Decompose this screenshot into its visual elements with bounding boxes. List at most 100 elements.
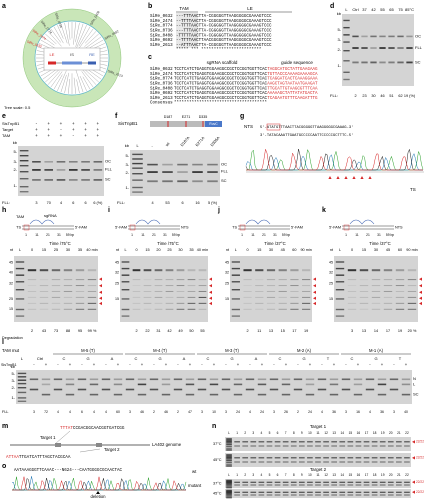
label: M-5 (T) (81, 348, 95, 353)
gel-band (339, 484, 346, 486)
gel-band (258, 457, 265, 459)
label: 30 (66, 248, 70, 252)
panel-label: e (2, 113, 6, 120)
gel-band (255, 269, 264, 272)
label: 15 (225, 297, 229, 301)
label: 21 (46, 233, 50, 237)
gel-band (315, 445, 321, 447)
arrowhead (209, 284, 212, 288)
label: 11 (141, 233, 145, 237)
gel-band (233, 383, 243, 386)
label: 59 bp (282, 233, 290, 237)
gel-band (371, 441, 378, 443)
label: - (73, 133, 75, 138)
label: 1- (11, 395, 15, 400)
panel-label: d (330, 3, 334, 10)
gel-band (63, 285, 73, 287)
gel-band (347, 494, 354, 496)
label: 15 (362, 248, 366, 252)
label: 0 (135, 248, 137, 252)
gel-band (63, 290, 73, 292)
gel-band (245, 388, 255, 391)
gel-band (387, 445, 394, 447)
gel-band (27, 285, 37, 287)
label: 2 (177, 410, 179, 414)
gel-band (63, 308, 73, 310)
gel-band (192, 180, 203, 183)
gel-band (226, 438, 232, 440)
taxon-label: SiRe_0692 (104, 29, 120, 40)
gel-band (343, 60, 350, 62)
gel-band (307, 457, 313, 459)
label: + (69, 362, 72, 367)
gel-band (397, 61, 404, 64)
gel-band (302, 269, 311, 272)
label: NTS (395, 226, 403, 230)
label: 20 (389, 473, 393, 477)
line (45, 33, 57, 45)
gel-band (278, 285, 287, 287)
label: 12 (324, 473, 328, 477)
label: 30 (374, 248, 378, 252)
gel-band (305, 393, 315, 396)
gel-band (396, 461, 402, 463)
label: + (117, 362, 120, 367)
gel-band (87, 296, 97, 298)
label: Time /75°C (157, 241, 178, 246)
gel-band (234, 461, 240, 463)
gel-band (406, 35, 413, 38)
label: C (135, 356, 138, 361)
label: RuvC (209, 122, 218, 126)
gel-band (147, 171, 158, 173)
gel-band (198, 279, 207, 281)
gel-band (39, 296, 49, 298)
gel-band (266, 484, 273, 486)
label: + (357, 362, 360, 367)
gel-band (32, 161, 41, 163)
label: + (60, 133, 63, 138)
label: L (345, 7, 348, 12)
label: guide sequence (281, 60, 313, 65)
gel-band (87, 285, 97, 287)
gel-band (162, 163, 173, 166)
gel-band (15, 274, 25, 276)
gel-band (282, 481, 289, 483)
gel-band (243, 290, 252, 292)
gel-band (347, 290, 357, 292)
gel-band (290, 269, 299, 272)
gel-band (51, 296, 61, 298)
gel-band (323, 481, 329, 483)
label: 37 (362, 7, 367, 12)
label: SiRe_0408 (150, 33, 173, 38)
sgrna-hairpin (135, 219, 161, 225)
gel-band (323, 461, 329, 463)
gel-band (266, 441, 273, 443)
label: 20 (156, 248, 160, 252)
label: 3- (125, 162, 129, 167)
gel-band (315, 461, 321, 463)
label: + (141, 362, 144, 367)
gel-band (226, 486, 232, 488)
gel-band (274, 491, 281, 493)
gel-band (407, 269, 417, 272)
gel-band (355, 441, 362, 443)
gel-band (347, 441, 354, 443)
label: SiRe_0736 (150, 82, 173, 87)
label: ***** *** ************************ (176, 48, 261, 53)
gel-band (17, 400, 27, 402)
gel-band (154, 279, 163, 281)
label: 60 (398, 248, 402, 252)
gel-band (388, 61, 395, 64)
gel (14, 256, 98, 322)
label: TCCTCATCTGAGGTGGAAGGCCGCTCCGGTGGTTCAC (174, 83, 267, 87)
label: 31 (377, 233, 381, 237)
label: TS (410, 187, 416, 192)
label: SiRe_0736 (150, 29, 173, 34)
gel-band (335, 298, 345, 300)
gel-band (147, 163, 158, 166)
label: --TTTTAACTTAACGGGGGTTAAGGGGGCGAAAGTCCC (176, 39, 272, 43)
label: 17 (292, 329, 296, 333)
gel-band (39, 308, 49, 310)
label: 30 (371, 94, 375, 98)
